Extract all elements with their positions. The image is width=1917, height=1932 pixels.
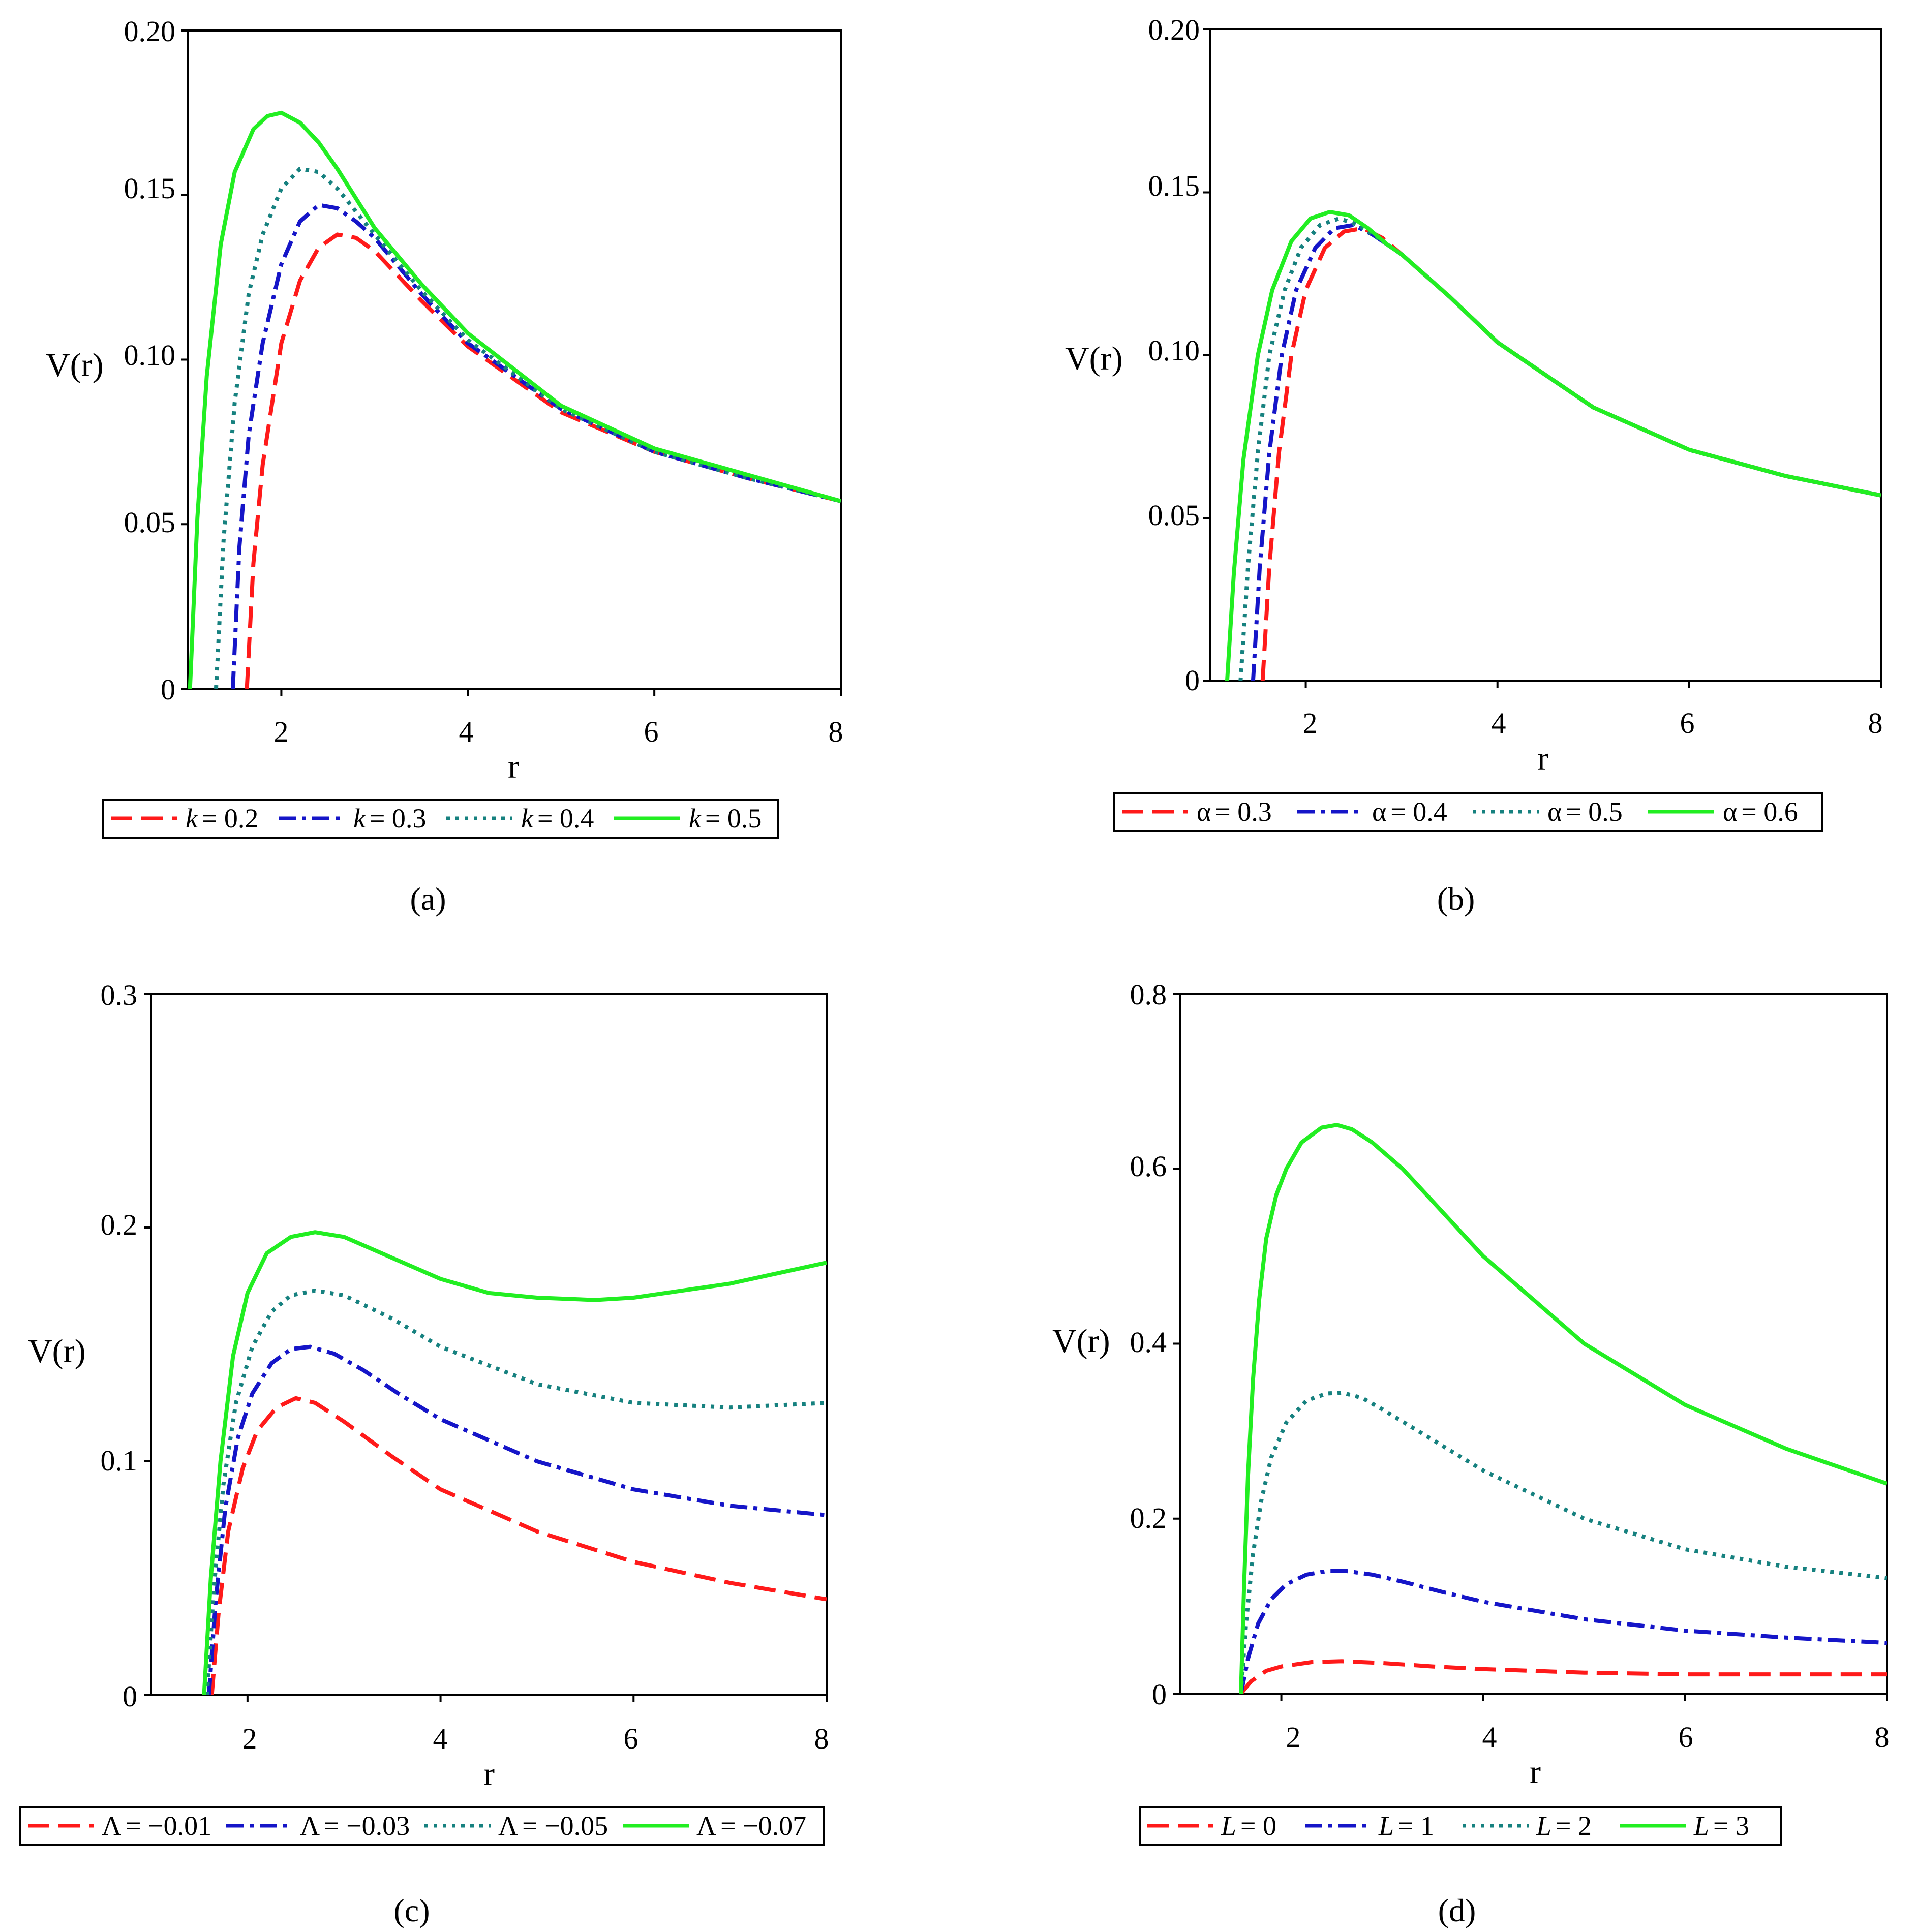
panel-a-xtick-label: 2 [274, 715, 289, 748]
panel-c-ytick-label: 0.3 [101, 978, 138, 1011]
panel-c-xtick-label: 4 [433, 1722, 448, 1755]
panel-a-xtick-label: 6 [644, 715, 659, 748]
panel-b-legend: α = 0.3 α = 0.4 α = 0.5 α = 0.6 [1113, 792, 1823, 832]
panel-c-ylabel: V(r) [28, 1333, 86, 1370]
panel-d-series-red-line [1239, 1659, 1887, 1694]
panel-a-ytick-label: 0.10 [124, 339, 176, 372]
panel-c-xtick-label: 6 [624, 1722, 638, 1755]
panel-d-xtick-label: 2 [1286, 1721, 1301, 1754]
panel-c-series-green-line [202, 1230, 827, 1695]
panel-a-xtick-label: 4 [459, 715, 474, 748]
panel-b-ytick-label: 0 [1185, 664, 1200, 697]
panel-d-legend-label: L = 0 [1221, 1811, 1276, 1841]
panel-c-legend: Λ = −0.01 Λ = −0.03 Λ = −0.05 Λ = −0.07 [19, 1806, 825, 1846]
panel-d-legend-label: L = 3 [1693, 1811, 1749, 1841]
panel-d-ytick-label: 0 [1152, 1678, 1167, 1711]
panel-c: 0 0.1 0.2 0.3 2 4 6 8 V(r) r Λ = −0.01 Λ =… [19, 978, 829, 1928]
panel-c-ytick-label: 0 [123, 1680, 137, 1713]
panel-c-ytick-label: 0.1 [101, 1444, 138, 1477]
panel-b: 0 0.05 0.10 0.15 0.20 2 4 6 8 V(r) r α = … [1065, 13, 1883, 917]
panel-c-caption: (c) [393, 1892, 430, 1928]
panel-b-caption: (b) [1437, 881, 1475, 917]
panel-d-series-blue-line [1239, 1569, 1887, 1694]
panel-d-ticks: 0 0.2 0.4 0.6 0.8 2 4 6 8 [1130, 978, 1890, 1754]
panel-a-xtick-label: 8 [829, 715, 843, 748]
panel-a-legend-label: k = 0.4 [521, 803, 594, 834]
panel-b-ytick-label: 0.10 [1148, 334, 1200, 367]
panel-a-ytick-label: 0.15 [124, 172, 176, 205]
panel-d-series-green-line [1239, 1123, 1887, 1694]
panel-b-ticks: 0 0.05 0.10 0.15 0.20 2 4 6 8 [1148, 13, 1883, 740]
panel-b-legend-label: α = 0.5 [1547, 796, 1623, 827]
panel-c-xtick-label: 8 [814, 1722, 829, 1755]
panel-d-xtick-label: 8 [1875, 1721, 1890, 1754]
panel-b-xtick-label: 8 [1868, 707, 1883, 740]
panel-d-xtick-label: 4 [1482, 1721, 1497, 1754]
panel-c-xtick-label: 2 [242, 1722, 257, 1755]
panel-a-legend: k = 0.2 k = 0.3 k = 0.4 k = 0.5 [102, 799, 779, 839]
panel-a-caption: (a) [410, 881, 446, 917]
panel-d-xtick-label: 6 [1679, 1721, 1693, 1754]
panel-d-ytick-label: 0.8 [1130, 978, 1167, 1011]
panel-b-series-green-line [1225, 210, 1881, 681]
panel-b-ytick-label: 0.15 [1148, 169, 1200, 202]
panel-a: 0 0.05 0.10 0.15 0.20 2 4 6 8 V(r) r k = … [46, 15, 843, 917]
panel-a-legend-label: k = 0.3 [353, 803, 426, 834]
panel-a-ytick-label: 0 [161, 673, 175, 706]
panel-b-xtick-label: 2 [1303, 707, 1318, 740]
panel-a-ticks: 0 0.05 0.10 0.15 0.20 2 4 6 8 [124, 15, 843, 748]
panel-a-ytick-label: 0.20 [124, 15, 176, 48]
panel-d-ylabel: V(r) [1052, 1323, 1110, 1360]
panel-b-xtick-label: 4 [1492, 707, 1506, 740]
panel-d-legend-label: L = 1 [1378, 1811, 1434, 1841]
panel-b-ytick-label: 0.05 [1148, 499, 1200, 532]
panel-d-legend-label: L = 2 [1536, 1811, 1592, 1841]
panel-d-caption: (d) [1438, 1892, 1476, 1928]
panel-c-plot-frame [150, 993, 828, 1696]
panel-a-legend-label: k = 0.2 [186, 803, 258, 834]
panel-b-xtick-label: 6 [1680, 707, 1695, 740]
panel-a-xlabel: r [508, 748, 519, 785]
panel-d-legend: L = 0 L = 1 L = 2 L = 3 [1139, 1806, 1782, 1846]
panel-d: 0 0.2 0.4 0.6 0.8 2 4 6 8 V(r) r L = 0 L =… [1052, 978, 1890, 1928]
panel-c-legend-label: Λ = −0.05 [498, 1811, 608, 1841]
panel-d-ytick-label: 0.6 [1130, 1150, 1167, 1183]
panel-b-ytick-label: 0.20 [1148, 13, 1200, 46]
panel-b-xlabel: r [1537, 740, 1548, 777]
panel-a-ylabel: V(r) [46, 347, 104, 384]
panel-c-series-teal-line [205, 1289, 827, 1695]
panel-a-ytick-label: 0.05 [124, 506, 176, 539]
panel-c-legend-label: Λ = −0.03 [300, 1811, 410, 1841]
panel-c-xlabel: r [483, 1756, 495, 1793]
panel-a-series-teal-line [214, 167, 841, 689]
panel-b-ylabel: V(r) [1065, 340, 1123, 377]
panel-c-legend-label: Λ = −0.07 [696, 1811, 806, 1841]
panel-b-legend-label: α = 0.6 [1723, 796, 1798, 827]
panel-c-ticks: 0 0.1 0.2 0.3 2 4 6 8 [101, 978, 829, 1755]
panel-c-legend-box [19, 1806, 825, 1846]
panel-d-xlabel: r [1530, 1754, 1541, 1791]
panel-a-legend-label: k = 0.5 [689, 803, 762, 834]
panel-c-legend-label: Λ = −0.01 [102, 1811, 211, 1841]
panel-b-legend-label: α = 0.4 [1372, 796, 1447, 827]
panel-d-ytick-label: 0.2 [1130, 1501, 1167, 1535]
panel-c-series-red-line [209, 1396, 827, 1695]
panel-c-ytick-label: 0.2 [101, 1208, 138, 1241]
panel-a-legend-box [102, 799, 779, 839]
panel-a-series-green-line [188, 110, 841, 689]
panel-d-ytick-label: 0.4 [1130, 1326, 1167, 1359]
panel-d-series-teal-line [1239, 1390, 1887, 1694]
panel-b-legend-label: α = 0.3 [1197, 796, 1272, 827]
